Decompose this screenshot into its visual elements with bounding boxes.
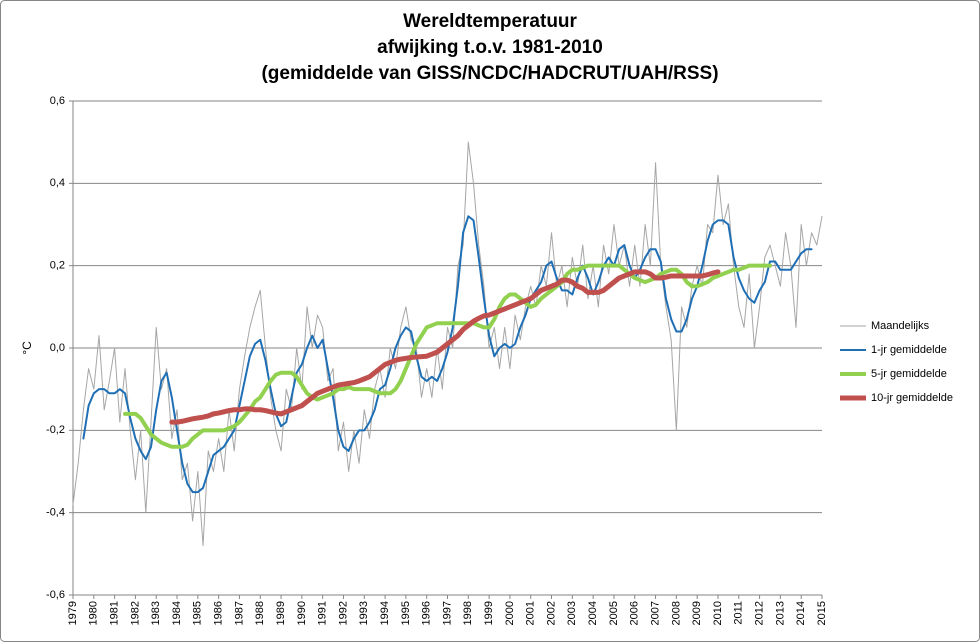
- chart-subtitle: afwijking t.o.v. 1981-2010: [377, 37, 603, 58]
- y-axis-label: °C: [20, 341, 34, 355]
- x-tick-label: 1991: [317, 601, 329, 625]
- y-tick-label: 0,4: [50, 177, 65, 189]
- y-tick-label: -0,2: [46, 424, 65, 436]
- legend-label: 1-jr gemiddelde: [871, 344, 947, 356]
- x-tick-label: 2004: [587, 601, 599, 625]
- x-tick-label: 1999: [483, 601, 495, 625]
- series-line: [123, 263, 772, 449]
- x-tick-label: 2003: [566, 601, 578, 625]
- x-tick-label: 2006: [629, 601, 641, 625]
- legend-label: 10-jr gemiddelde: [871, 392, 953, 404]
- x-tick-label: 2014: [795, 601, 807, 625]
- x-tick-label: 1988: [254, 601, 266, 625]
- x-tick-label: 1979: [67, 601, 79, 625]
- x-tick-label: 2008: [670, 601, 682, 625]
- x-tick-label: 1987: [233, 601, 245, 625]
- x-tick-label: 1986: [213, 601, 225, 625]
- y-tick-label: -0,4: [46, 507, 65, 519]
- x-tick-label: 1998: [462, 601, 474, 625]
- x-tick-label: 2010: [712, 601, 724, 625]
- x-tick-label: 2009: [691, 601, 703, 625]
- x-tick-label: 1981: [109, 601, 121, 625]
- x-tick-label: 2013: [774, 601, 786, 625]
- x-tick-label: 1995: [400, 601, 412, 625]
- series-line: [82, 215, 813, 494]
- y-tick-label: 0,0: [50, 342, 65, 354]
- x-tick-label: 1983: [150, 601, 162, 625]
- x-tick-label: 1985: [192, 601, 204, 625]
- x-tick-label: 2001: [525, 601, 537, 625]
- x-tick-label: 1980: [88, 601, 100, 625]
- x-tick-label: 2007: [649, 601, 661, 625]
- legend-label: 5-jr gemiddelde: [871, 368, 947, 380]
- y-tick-label: 0,2: [50, 260, 65, 272]
- y-tick-label: -0,6: [46, 589, 65, 601]
- x-tick-label: 1997: [441, 601, 453, 625]
- chart-title: Wereldtemperatuur: [403, 11, 577, 32]
- x-tick-label: 1996: [421, 601, 433, 625]
- x-tick-label: 1989: [275, 601, 287, 625]
- x-tick-label: 2002: [545, 601, 557, 625]
- y-tick-label: 0,6: [50, 95, 65, 107]
- legend-label: Maandelijks: [871, 320, 930, 332]
- x-tick-label: 1994: [379, 601, 391, 625]
- x-tick-label: 1993: [358, 601, 370, 625]
- x-tick-label: 1990: [296, 601, 308, 625]
- x-tick-label: 1992: [337, 601, 349, 625]
- x-tick-label: 2005: [608, 601, 620, 625]
- x-tick-label: 2011: [733, 601, 745, 625]
- x-tick-label: 2000: [504, 601, 516, 625]
- x-tick-label: 2015: [816, 601, 828, 625]
- x-tick-label: 2012: [753, 601, 765, 625]
- x-tick-label: 1984: [171, 601, 183, 625]
- series-line: [169, 269, 721, 425]
- x-tick-label: 1982: [129, 601, 141, 625]
- chart-subtitle: (gemiddelde van GISS/NCDC/HADCRUT/UAH/RS…: [261, 63, 718, 84]
- series-line: [72, 141, 823, 547]
